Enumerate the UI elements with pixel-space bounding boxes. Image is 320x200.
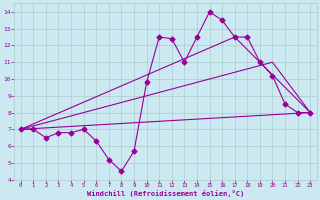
X-axis label: Windchill (Refroidissement éolien,°C): Windchill (Refroidissement éolien,°C) <box>87 190 244 197</box>
